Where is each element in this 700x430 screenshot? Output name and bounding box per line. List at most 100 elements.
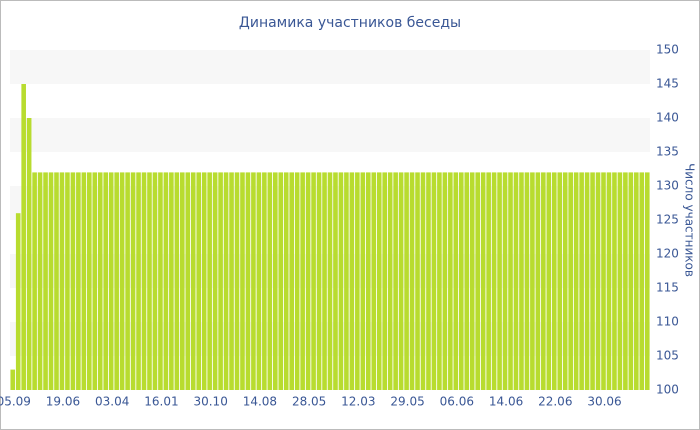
bar [10,369,16,390]
x-tick-label: 28.05 [292,395,326,409]
bar [612,172,617,390]
y-tick-label: 120 [656,247,679,261]
bar [393,172,398,390]
bar [365,172,371,390]
bar [136,172,141,390]
bar [562,172,568,390]
bar [190,172,196,390]
bar [240,172,245,390]
bar [513,172,519,390]
y-tick-label: 100 [656,383,679,397]
x-tick-label: 19.06 [46,395,80,409]
bar [305,172,311,390]
bar [497,172,502,390]
bar [524,172,530,390]
bar [103,172,109,390]
bar [469,172,475,390]
bar [333,172,338,390]
bar [617,172,623,390]
bar [32,172,37,390]
bar [458,172,464,390]
grid-band [10,50,650,84]
bar [218,172,223,390]
bar [316,172,322,390]
bar [480,172,486,390]
bar [48,172,54,390]
bar [283,172,289,390]
bar [431,172,437,390]
y-tick-label: 105 [656,349,679,363]
bar [158,172,163,390]
bar [70,172,76,390]
bar [185,172,191,390]
bar [623,172,628,390]
chart-title: Динамика участников беседы [239,15,461,31]
bar [300,172,305,390]
bar [475,172,480,390]
bar [37,172,43,390]
bar [59,172,65,390]
bar [212,172,218,390]
y-axis-label: Число участников [683,163,697,277]
bar [273,172,278,390]
y-tick-label: 140 [656,111,679,125]
bar [267,172,273,390]
x-tick-label: 22.06 [538,395,572,409]
bar [223,172,229,390]
x-tick-label: 12.03 [341,395,375,409]
bar [491,172,497,390]
bar [54,172,59,390]
bar [278,172,284,390]
bar [311,172,316,390]
y-tick-label: 150 [656,43,679,57]
bar [15,213,21,390]
bar [163,172,169,390]
x-tick-label: 30.06 [587,395,621,409]
x-tick-label: 16.01 [144,395,178,409]
bar [180,172,185,390]
bar [519,172,524,390]
bar [130,172,136,390]
x-tick-label: 14.08 [243,395,277,409]
bar [579,172,584,390]
bar [251,172,256,390]
bar [590,172,595,390]
bar [568,172,573,390]
bar [125,172,130,390]
bar [644,172,650,390]
bar [453,172,459,390]
bar [338,172,344,390]
bar [229,172,234,390]
x-tick-label: 30.10 [193,395,227,409]
y-tick-label: 145 [656,77,679,91]
bar [152,172,158,390]
bar [546,172,552,390]
bar [464,172,470,390]
x-tick-label: 14.06 [489,395,523,409]
bar [557,172,563,390]
bar [426,172,431,390]
bar [108,172,114,390]
bar [530,172,535,390]
bar [420,172,426,390]
bar [256,172,262,390]
bar [147,172,152,390]
bar [119,172,125,390]
x-tick-label: 29.05 [390,395,424,409]
bar [65,172,70,390]
bar [76,172,81,390]
bar [628,172,634,390]
y-tick-label: 110 [656,315,679,329]
bar [207,172,212,390]
bar [442,172,448,390]
bar [97,172,103,390]
bar [595,172,601,390]
bar [376,172,382,390]
bar [169,172,174,390]
bar [601,172,606,390]
x-tick-label: 06.06 [440,395,474,409]
bar [387,172,393,390]
bar [43,172,48,390]
bar [502,172,508,390]
